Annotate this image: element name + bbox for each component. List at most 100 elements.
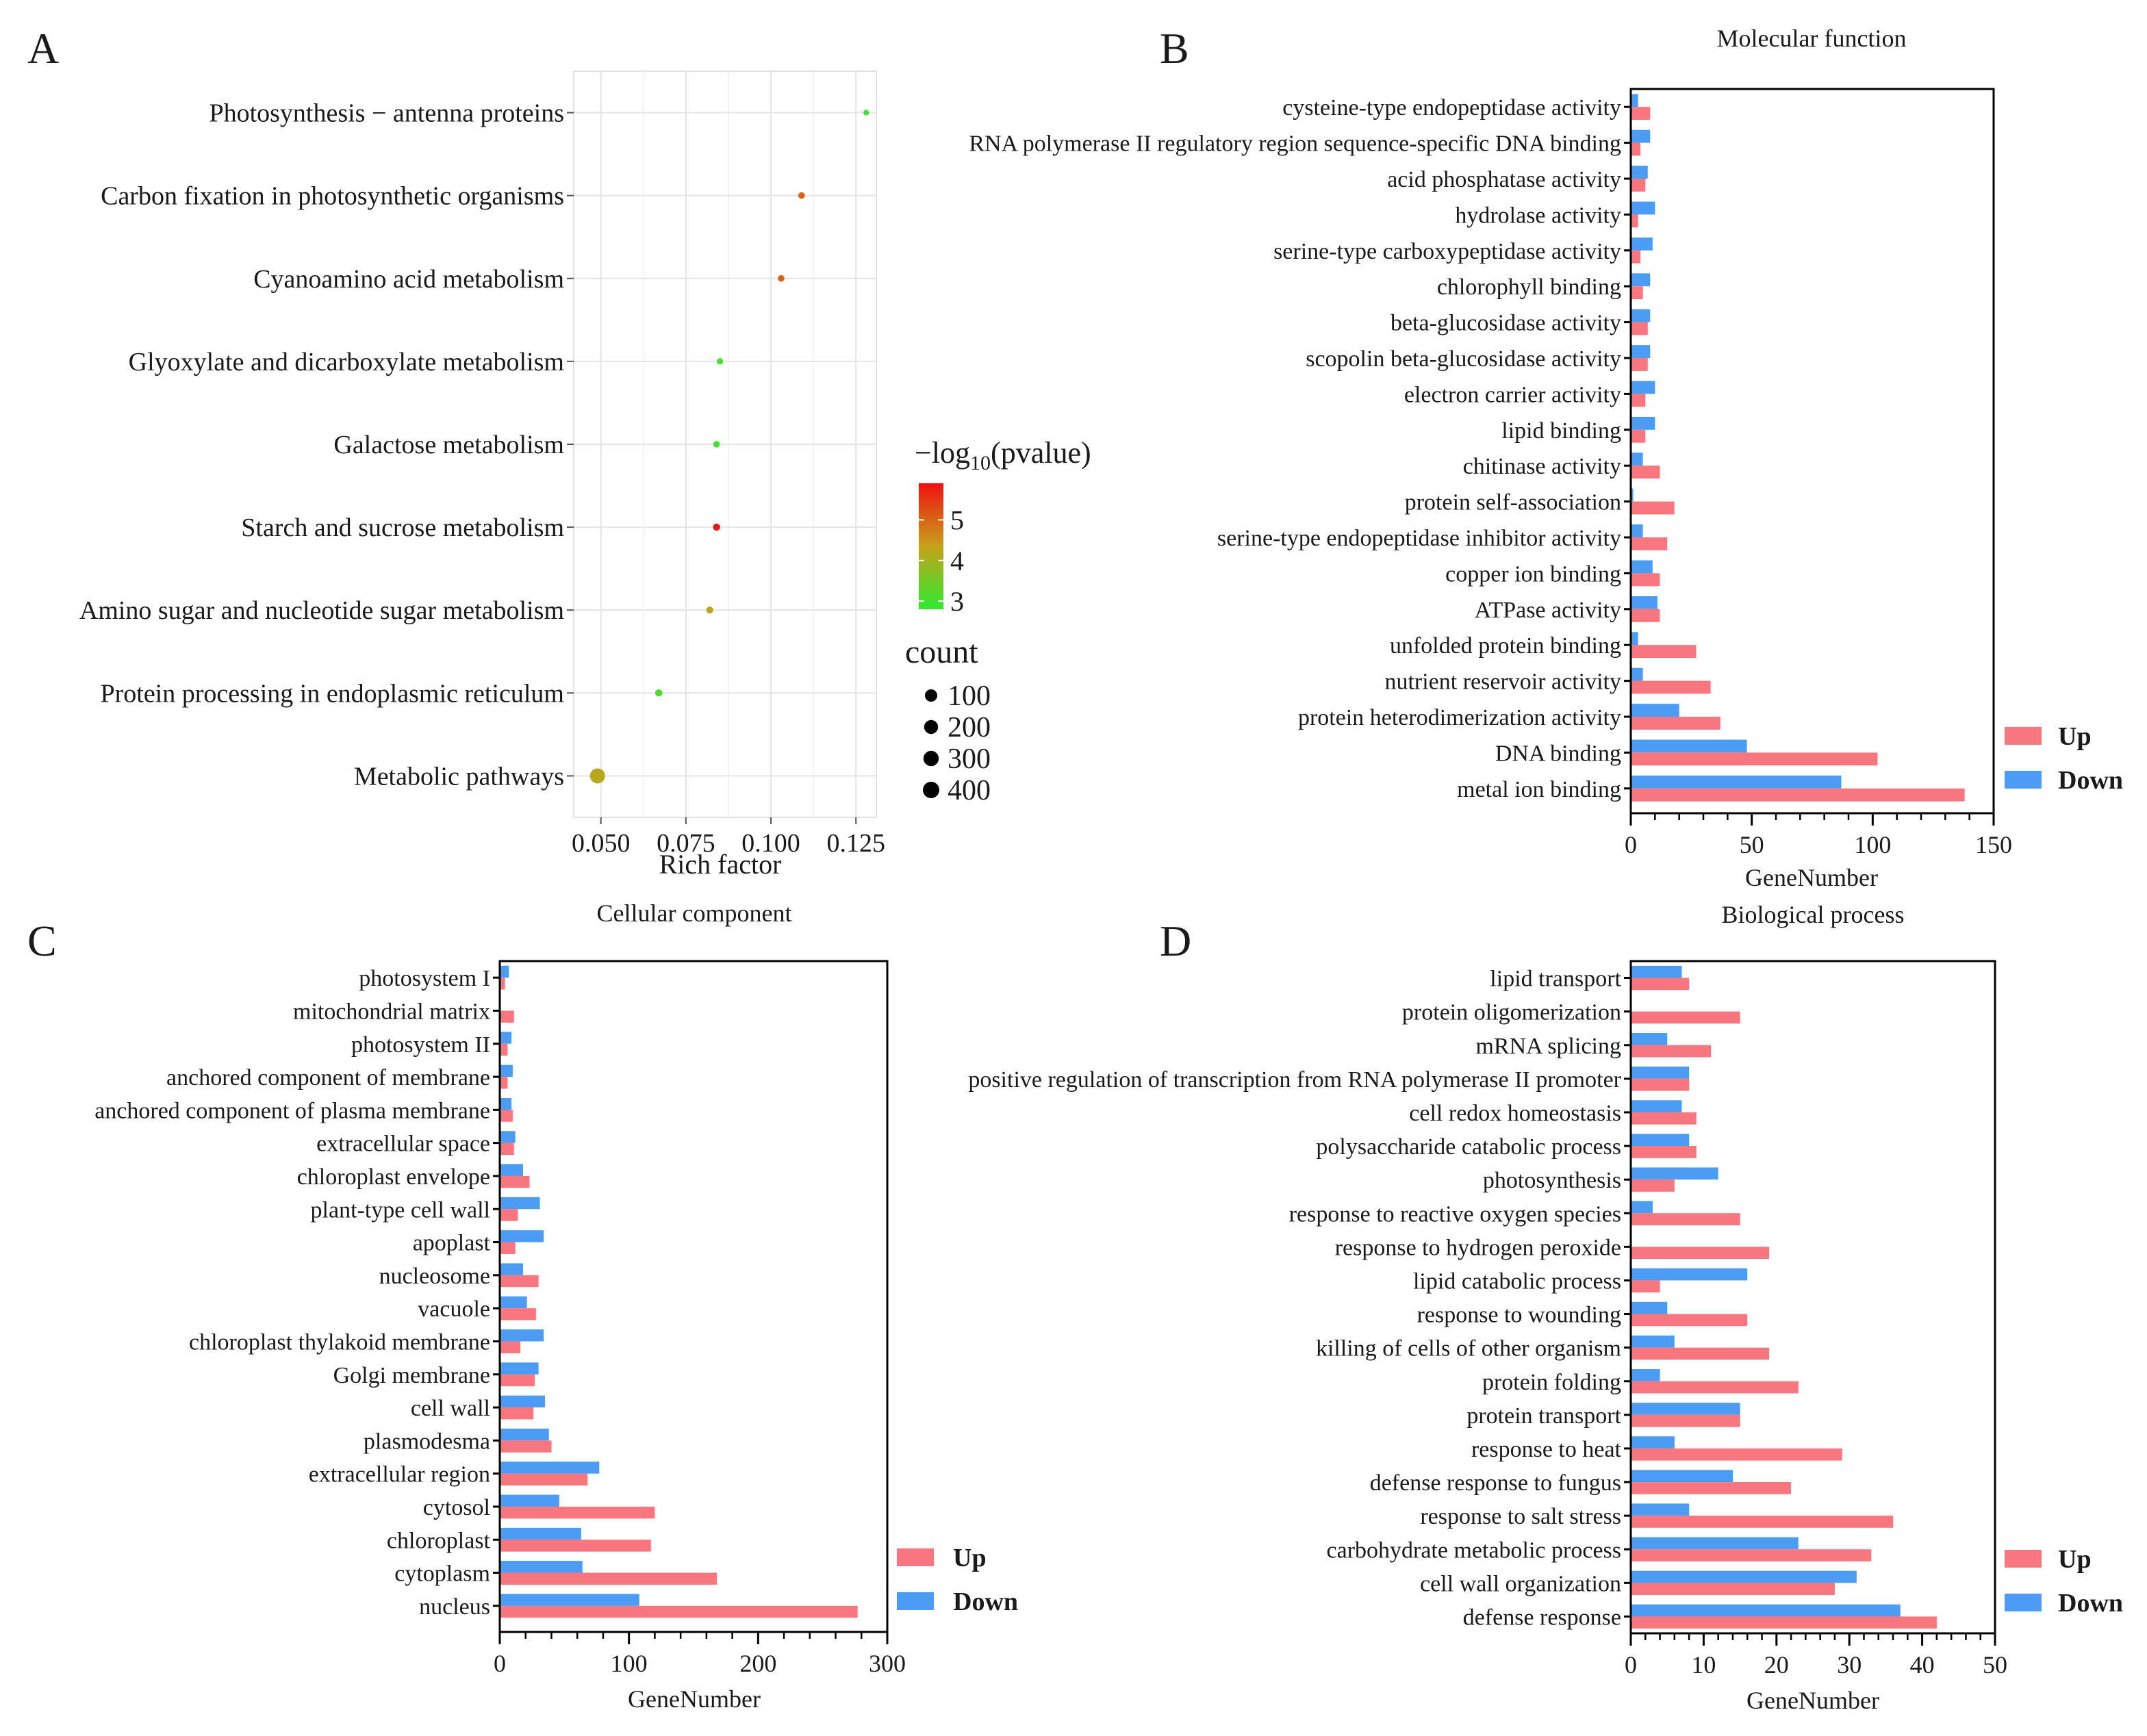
category-label: lipid binding [1501, 418, 1621, 444]
bar-up [500, 1242, 516, 1254]
panel-c-legend-up-swatch [897, 1548, 934, 1566]
bar-down [500, 1329, 544, 1342]
bar-down [1631, 596, 1657, 609]
bar-down [1631, 273, 1651, 287]
pathway-label: Amino sugar and nucleotide sugar metabol… [79, 596, 564, 625]
panel-a-x-tick-label: 0.050 [572, 829, 631, 858]
pathway-dot [798, 192, 805, 199]
bar-down [1631, 416, 1655, 430]
pathway-dot [778, 275, 785, 282]
bar-down [500, 1428, 549, 1441]
panel-b-legend-up-swatch [2005, 727, 2042, 745]
bar-up [1631, 1549, 1872, 1561]
bar-up [500, 1341, 521, 1353]
bar-down [500, 1197, 540, 1210]
category-label: response to reactive oxygen species [1289, 1201, 1621, 1227]
bar-down [1631, 704, 1679, 717]
size-legend-dot [923, 750, 939, 767]
bar-up [500, 1143, 514, 1156]
bar-down [500, 1064, 513, 1077]
bar-up [500, 1308, 536, 1320]
panel-c-bars [500, 965, 858, 1618]
panel-d-x-axis-title: GeneNumber [1746, 1687, 1879, 1714]
color-legend-title: −log10(pvalue) [915, 436, 1091, 474]
panel-b-x-axis-title: GeneNumber [1745, 864, 1878, 891]
bar-up [1631, 1516, 1894, 1528]
bar-down [500, 1032, 511, 1044]
bar-down [500, 1164, 523, 1176]
bar-up [1631, 1112, 1697, 1125]
bar-down [1631, 775, 1842, 789]
bar-up [500, 1043, 508, 1056]
bar-up [1631, 537, 1667, 550]
color-legend-tick-label: 4 [950, 546, 964, 576]
category-label: defense response to fungus [1370, 1470, 1621, 1496]
bar-up [1631, 680, 1711, 694]
panel-d-plot-frame [1629, 960, 1996, 1635]
panel-a-axis-ticks [567, 112, 857, 824]
bar-up [500, 1605, 858, 1618]
pathway-label: Metabolic pathways [354, 762, 564, 791]
category-label: chloroplast thylakoid membrane [189, 1329, 490, 1355]
category-label: anchored component of membrane [166, 1065, 490, 1090]
size-legend-label: 300 [948, 743, 991, 775]
bar-down [500, 1461, 600, 1474]
color-legend-ticks: 5 4 3 [919, 505, 964, 617]
panel-d-title: Biological process [1722, 901, 1905, 928]
category-label: copper ion binding [1445, 561, 1621, 587]
bar-down [1631, 1033, 1668, 1045]
category-label: vacuole [418, 1297, 490, 1322]
category-label: nucleus [419, 1594, 490, 1620]
panel-d-biological-process: D Biological process lipid transport prot… [968, 901, 2123, 1714]
pathway-label: Cyanoamino acid metabolism [253, 265, 564, 294]
category-label: protein oligomerization [1402, 1000, 1621, 1025]
bar-up [500, 1175, 530, 1188]
category-label: mitochondrial matrix [293, 999, 490, 1024]
panel-a-gridlines [574, 71, 876, 817]
bar-up [1631, 752, 1878, 766]
bar-up [1631, 1045, 1712, 1058]
panel-a-category-labels: Photosynthesis − antenna proteins Carbon … [79, 99, 564, 791]
bar-down [1631, 1100, 1682, 1112]
category-label: electron carrier activity [1404, 382, 1621, 407]
category-label: mRNA splicing [1475, 1034, 1621, 1059]
bar-up [1631, 429, 1646, 443]
bar-up [1631, 465, 1660, 479]
bar-down [500, 1561, 583, 1573]
panel-d-bars [1631, 965, 1937, 1629]
category-label: protein self-association [1405, 490, 1621, 515]
x-tick-label: 0 [1625, 1651, 1637, 1678]
panel-b-legend-down-swatch [2005, 771, 2042, 789]
panel-d-label: D [1160, 917, 1191, 965]
panel-c-label: C [27, 917, 57, 965]
bar-down [1631, 452, 1643, 466]
category-label: chitinase activity [1463, 454, 1621, 479]
category-label: cysteine-type endopeptidase activity [1282, 95, 1621, 120]
bar-down [1631, 1134, 1690, 1147]
size-legend-dot [925, 689, 937, 702]
bar-up [500, 1506, 655, 1519]
bar-down [1631, 1470, 1733, 1483]
bar-up [1631, 179, 1646, 192]
panel-c-plot-frame [498, 960, 889, 1633]
pathway-dot [655, 689, 663, 697]
panel-b-bars [1631, 94, 1965, 802]
bar-down [500, 1362, 539, 1375]
x-tick-label: 20 [1764, 1651, 1789, 1678]
pathway-dot [589, 768, 605, 784]
category-label: cell wall organization [1420, 1571, 1621, 1596]
bar-up [1631, 214, 1638, 228]
panel-b-legend-up-label: Up [2058, 722, 2092, 751]
bar-down [1631, 1335, 1675, 1348]
bar-up [1631, 573, 1660, 587]
category-label: extracellular space [316, 1132, 490, 1157]
category-label: photosystem II [351, 1032, 490, 1058]
bar-up [1631, 1314, 1748, 1327]
category-label: nutrient reservoir activity [1384, 669, 1621, 695]
bar-down [1631, 667, 1643, 681]
panel-d-legend-up-swatch [2005, 1550, 2042, 1568]
bar-down [500, 1230, 544, 1242]
category-label: cell redox homeostasis [1409, 1101, 1621, 1126]
bar-down [1631, 309, 1651, 322]
pathway-label: Carbon fixation in photosynthetic organi… [101, 182, 564, 211]
